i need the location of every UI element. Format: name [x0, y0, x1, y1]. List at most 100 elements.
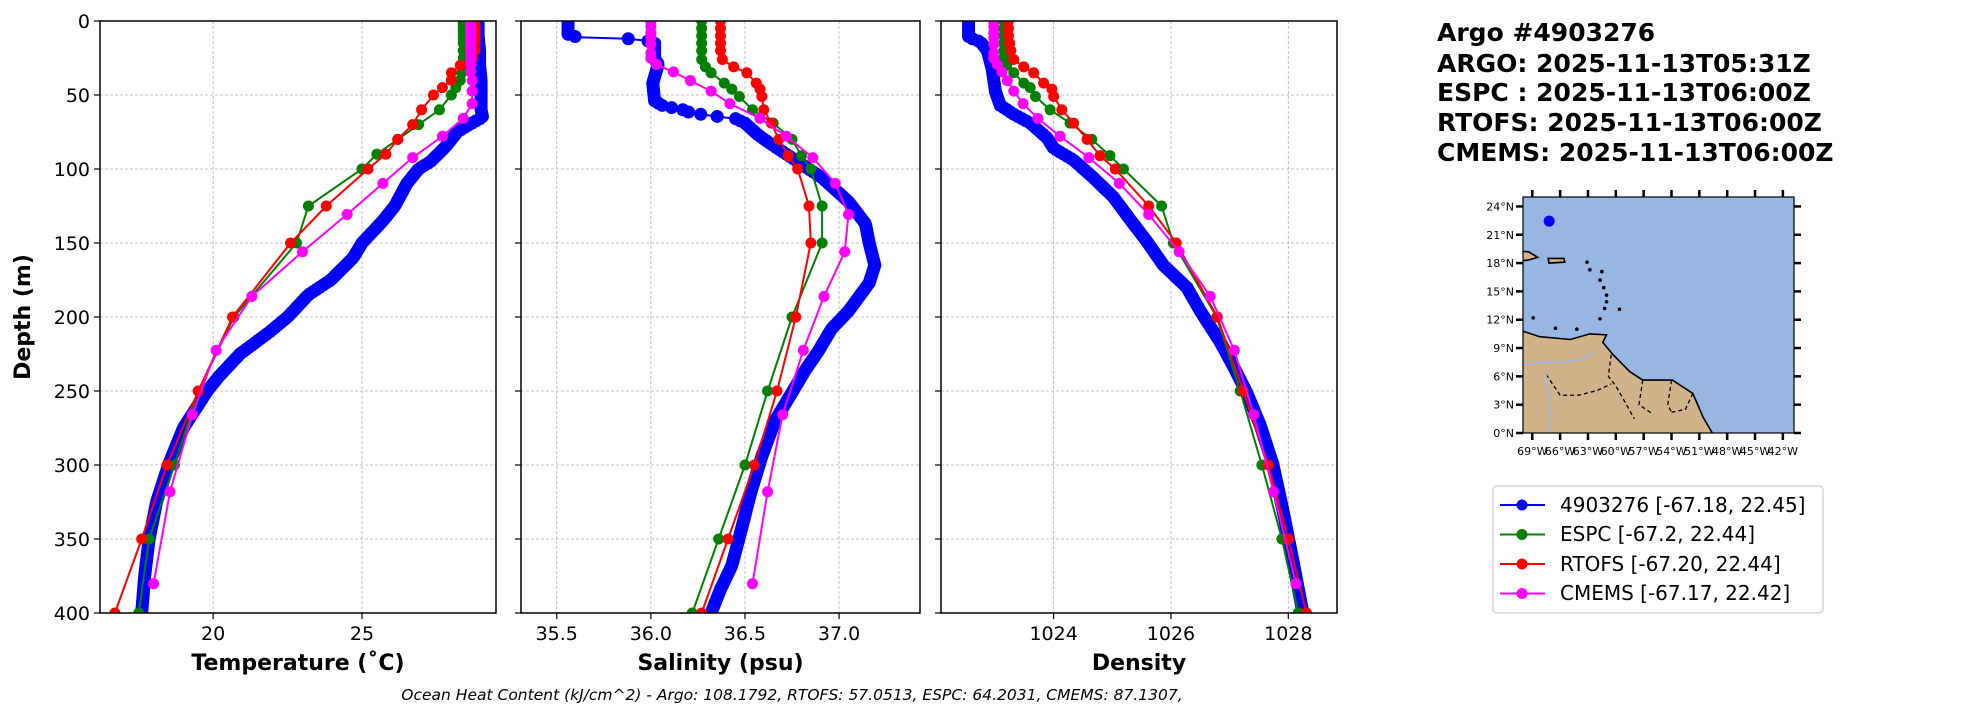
data-point-cmems — [210, 344, 222, 356]
data-point-cmems — [839, 246, 851, 258]
salinity-panel: 35.5 36.0 36.5 37.0 Salinity (psu) — [515, 20, 921, 676]
data-point-rtofs — [445, 74, 457, 86]
salinity-series — [561, 21, 882, 613]
map-lat-label: 21°N — [1486, 229, 1514, 242]
data-point-rtofs — [748, 459, 760, 471]
data-point-rtofs — [756, 90, 768, 102]
data-point-rtofs — [285, 237, 297, 249]
density-panel: 1024 1026 1028 Density — [935, 20, 1338, 676]
island-marker — [1575, 327, 1579, 331]
header-rtofs-time: RTOFS: 2025-11-13T06:00Z — [1437, 108, 1822, 137]
data-point-rtofs — [392, 133, 404, 145]
y-tick-label: 50 — [66, 85, 90, 107]
data-point-rtofs — [715, 45, 726, 57]
data-point-rtofs — [741, 67, 753, 79]
data-point-rtofs — [1081, 133, 1093, 145]
header-argo-time: ARGO: 2025-11-13T05:31Z — [1437, 49, 1811, 78]
data-point-rtofs — [716, 53, 728, 65]
x-tick-label: 35.5 — [536, 623, 578, 645]
country-border — [1545, 374, 1612, 396]
map-lat-label: 18°N — [1486, 257, 1514, 270]
map-lat-label: 3°N — [1493, 399, 1514, 412]
data-point-espc — [371, 148, 383, 160]
y-tick-label: 400 — [54, 603, 90, 625]
data-point-rtofs — [1068, 117, 1080, 129]
header-float-id: Argo #4903276 — [1437, 18, 1655, 47]
data-point-rtofs — [320, 200, 332, 212]
data-point-cmems — [762, 486, 774, 498]
data-point-rtofs — [805, 237, 817, 249]
map-lat-label: 9°N — [1493, 342, 1514, 355]
data-point-espc — [816, 237, 828, 249]
data-point-espc — [1104, 150, 1116, 162]
x-tick-label: 36.0 — [630, 623, 672, 645]
data-point-espc — [733, 90, 745, 102]
data-point-cmems — [186, 409, 198, 421]
data-point-cmems — [1083, 152, 1095, 164]
y-tick-label: 100 — [54, 159, 90, 181]
data-point-cmems — [667, 66, 679, 78]
map-lon-label: 42°W — [1768, 445, 1798, 458]
data-point-cmems — [341, 208, 353, 220]
data-point-cmems — [777, 409, 789, 421]
data-point-espc — [1292, 607, 1304, 613]
data-point-rtofs — [722, 533, 734, 545]
data-point-rtofs — [792, 163, 804, 175]
y-tick-label: 250 — [54, 381, 90, 403]
map-features — [1523, 250, 1714, 433]
data-point-rtofs — [1094, 150, 1106, 162]
data-point-rtofs — [1005, 45, 1017, 57]
data-point-espc — [302, 200, 314, 212]
data-point-cmems — [296, 246, 308, 258]
location-map: 0°N 3°N 6°N 9°N 12°N 15°N 18°N 21°N 24°N 69°W66°W… — [1486, 190, 1801, 458]
x-tick-label: 1026 — [1147, 623, 1195, 645]
data-point-espc — [713, 533, 725, 545]
legend-label-espc: ESPC [-67.2, 22.44] — [1560, 522, 1755, 546]
island-marker — [1598, 316, 1602, 321]
x-tick-label: 1028 — [1264, 623, 1312, 645]
hispaniola-land — [1523, 250, 1540, 262]
data-point-rtofs — [782, 150, 794, 162]
data-point-cmems — [1173, 246, 1185, 258]
data-point-espc — [1024, 82, 1036, 94]
series-line-cmems — [992, 21, 1297, 584]
y-tick-label: 300 — [54, 455, 90, 477]
map-lat-label: 0°N — [1493, 427, 1514, 440]
map-lon-label: 69°W — [1517, 445, 1547, 458]
temperature-axis-label: Temperature (˚C) — [191, 651, 404, 676]
data-point-cmems — [1017, 98, 1029, 110]
data-point-espc — [739, 459, 751, 471]
island-marker — [1531, 316, 1536, 320]
data-point-rtofs — [803, 200, 815, 212]
x-tick-label: 1024 — [1029, 623, 1077, 645]
data-point-rtofs — [1143, 200, 1155, 212]
island-marker — [1553, 326, 1558, 331]
figure-header: Argo #4903276 ARGO: 2025-11-13T05:31Z ES… — [1437, 18, 1834, 167]
map-lon-label: 63°W — [1573, 445, 1603, 458]
data-point-argo — [568, 30, 582, 44]
map-lon-label: 45°W — [1740, 445, 1770, 458]
data-point-rtofs — [161, 459, 173, 471]
data-point-rtofs — [1038, 77, 1050, 89]
data-point-espc — [795, 150, 807, 162]
ocean-heat-content-caption: Ocean Heat Content (kJ/cm^2) - Argo: 108… — [401, 686, 1182, 704]
data-point-cmems — [684, 75, 696, 87]
data-point-cmems — [1248, 409, 1260, 421]
data-point-espc — [696, 45, 708, 57]
data-point-cmems — [842, 208, 854, 220]
legend-frame — [1492, 485, 1824, 614]
data-point-espc — [686, 607, 698, 613]
data-point-espc — [762, 385, 774, 397]
data-point-cmems — [466, 85, 478, 97]
map-lon-label: 54°W — [1656, 445, 1686, 458]
data-point-rtofs — [436, 82, 448, 94]
header-espc-time: ESPC : 2025-11-13T06:00Z — [1437, 78, 1811, 107]
legend-label-cmems: CMEMS [-67.17, 22.42] — [1560, 581, 1790, 605]
data-point-rtofs — [765, 117, 777, 129]
data-point-cmems — [829, 177, 841, 189]
island-marker — [1604, 293, 1609, 297]
map-lat-label: 24°N — [1486, 200, 1514, 213]
legend-label-rtofs: RTOFS [-67.20, 22.44] — [1560, 552, 1781, 576]
legend-marker-handle — [1516, 588, 1528, 599]
data-point-cmems — [645, 38, 657, 50]
